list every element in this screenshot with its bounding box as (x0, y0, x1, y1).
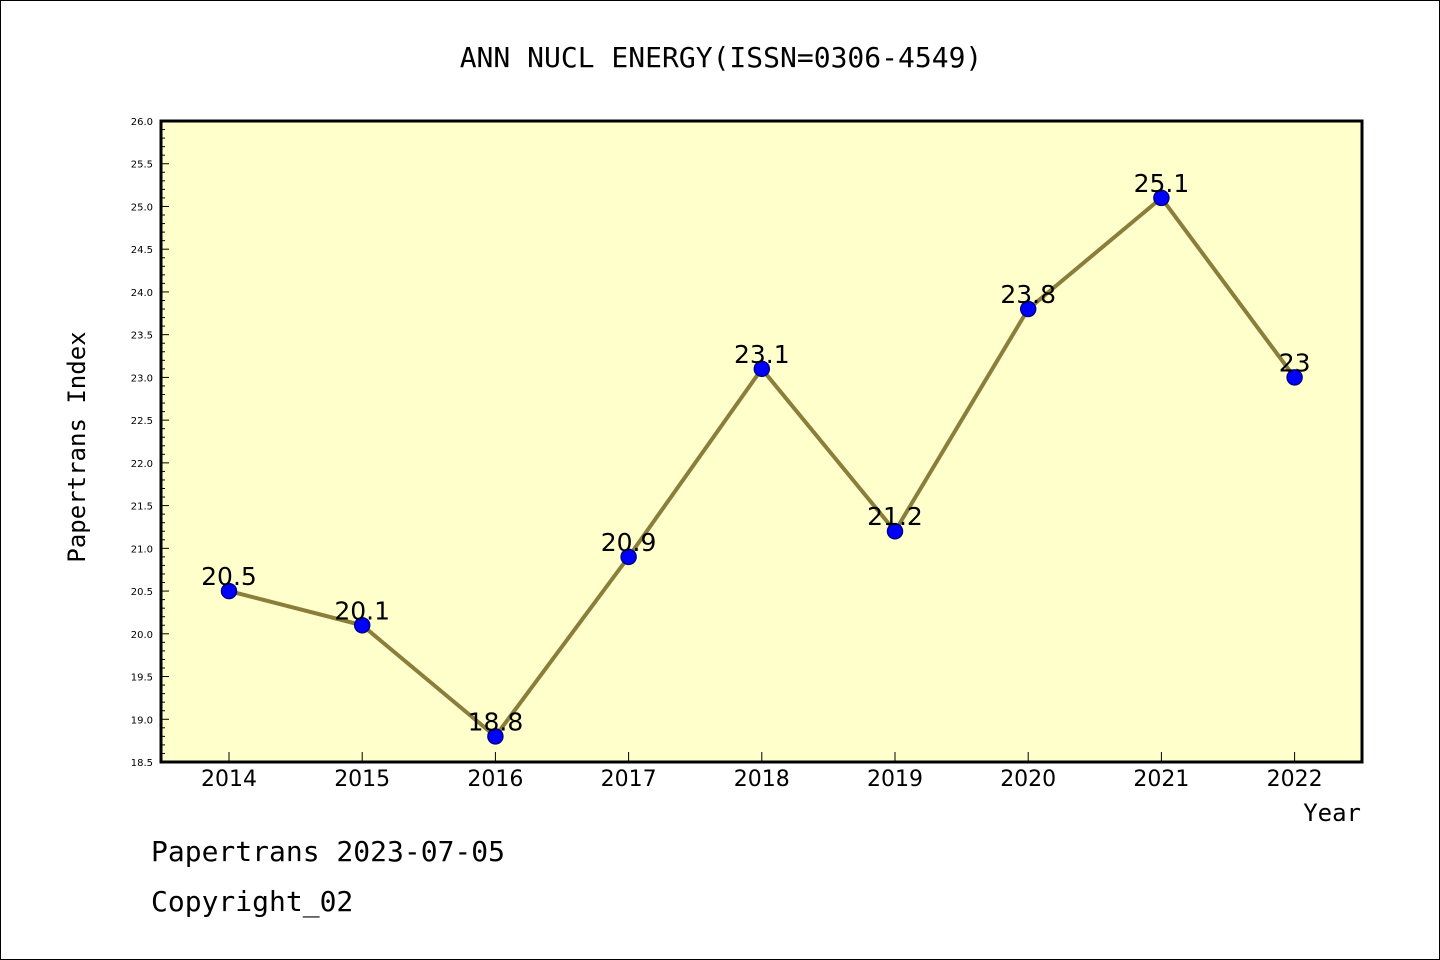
y-tick-label: 24.0 (131, 288, 153, 299)
x-tick-label: 2020 (1000, 767, 1056, 792)
footer-date: Papertrans 2023-07-05 (151, 835, 506, 868)
data-label: 23.8 (1000, 280, 1056, 309)
series-line-group (220, 189, 1303, 745)
x-tick-label: 2018 (734, 767, 790, 792)
y-tick-label: 23.5 (131, 331, 153, 342)
x-tick-label: 2022 (1267, 767, 1323, 792)
data-label: 20.9 (601, 528, 657, 557)
y-tick-label: 25.0 (131, 202, 153, 213)
y-tick-label: 25.5 (131, 160, 153, 171)
y-tick-label: 20.0 (131, 630, 153, 641)
x-axis-ticks: 2014 2015 2016 2017 2018 2019 2020 2021 2022 (201, 752, 1323, 792)
y-tick-label: 21.0 (131, 544, 153, 555)
data-labels-group: 20.5 20.1 18.8 20.9 23.1 21.2 23.8 25.1 23 (201, 169, 1310, 736)
data-label: 23.1 (734, 340, 790, 369)
y-tick-label: 23.0 (131, 373, 153, 384)
data-point-marker (353, 617, 371, 634)
y-tick-label: 18.5 (131, 758, 153, 769)
data-point-marker (620, 548, 637, 566)
y-tick-label: 22.0 (131, 459, 153, 470)
x-tick-label: 2015 (334, 767, 390, 792)
y-tick-label: 19.0 (131, 715, 153, 726)
data-point-marker (220, 582, 238, 600)
y-axis-label: Papertrans Index (63, 331, 91, 562)
y-tick-label: 26.0 (131, 117, 153, 128)
data-label: 21.2 (867, 502, 923, 531)
y-tick-label: 22.5 (131, 416, 153, 427)
data-point-marker (1019, 300, 1037, 318)
y-axis-ticks: 18.5 19.0 19.5 20.0 20.5 21.0 21.5 22.0 22.5 23.0… (131, 117, 169, 769)
chart-title: ANN NUCL ENERGY(ISSN=0306-4549) (460, 41, 983, 74)
x-axis-label: Year (1303, 799, 1361, 827)
y-tick-label: 21.5 (131, 502, 153, 513)
data-point-marker (1153, 189, 1170, 207)
y-tick-label: 20.5 (131, 587, 153, 598)
plot-area (159, 119, 1364, 764)
data-point-marker (753, 360, 771, 378)
data-label: 18.8 (468, 707, 524, 736)
x-tick-label: 2019 (867, 767, 923, 792)
footer-copyright: Copyright_02 (151, 885, 354, 918)
data-label: 23 (1279, 348, 1311, 377)
x-tick-label: 2014 (201, 767, 257, 792)
x-tick-label: 2016 (467, 767, 523, 792)
data-label: 20.5 (201, 562, 257, 591)
x-tick-label: 2017 (601, 767, 657, 792)
data-label: 20.1 (334, 596, 390, 625)
data-label: 25.1 (1134, 169, 1190, 198)
y-tick-label: 19.5 (131, 673, 153, 684)
y-tick-label: 24.5 (131, 245, 153, 256)
data-point-marker (487, 728, 504, 745)
data-point-marker (1286, 369, 1303, 386)
x-tick-label: 2021 (1133, 767, 1189, 792)
data-point-marker (886, 522, 904, 540)
